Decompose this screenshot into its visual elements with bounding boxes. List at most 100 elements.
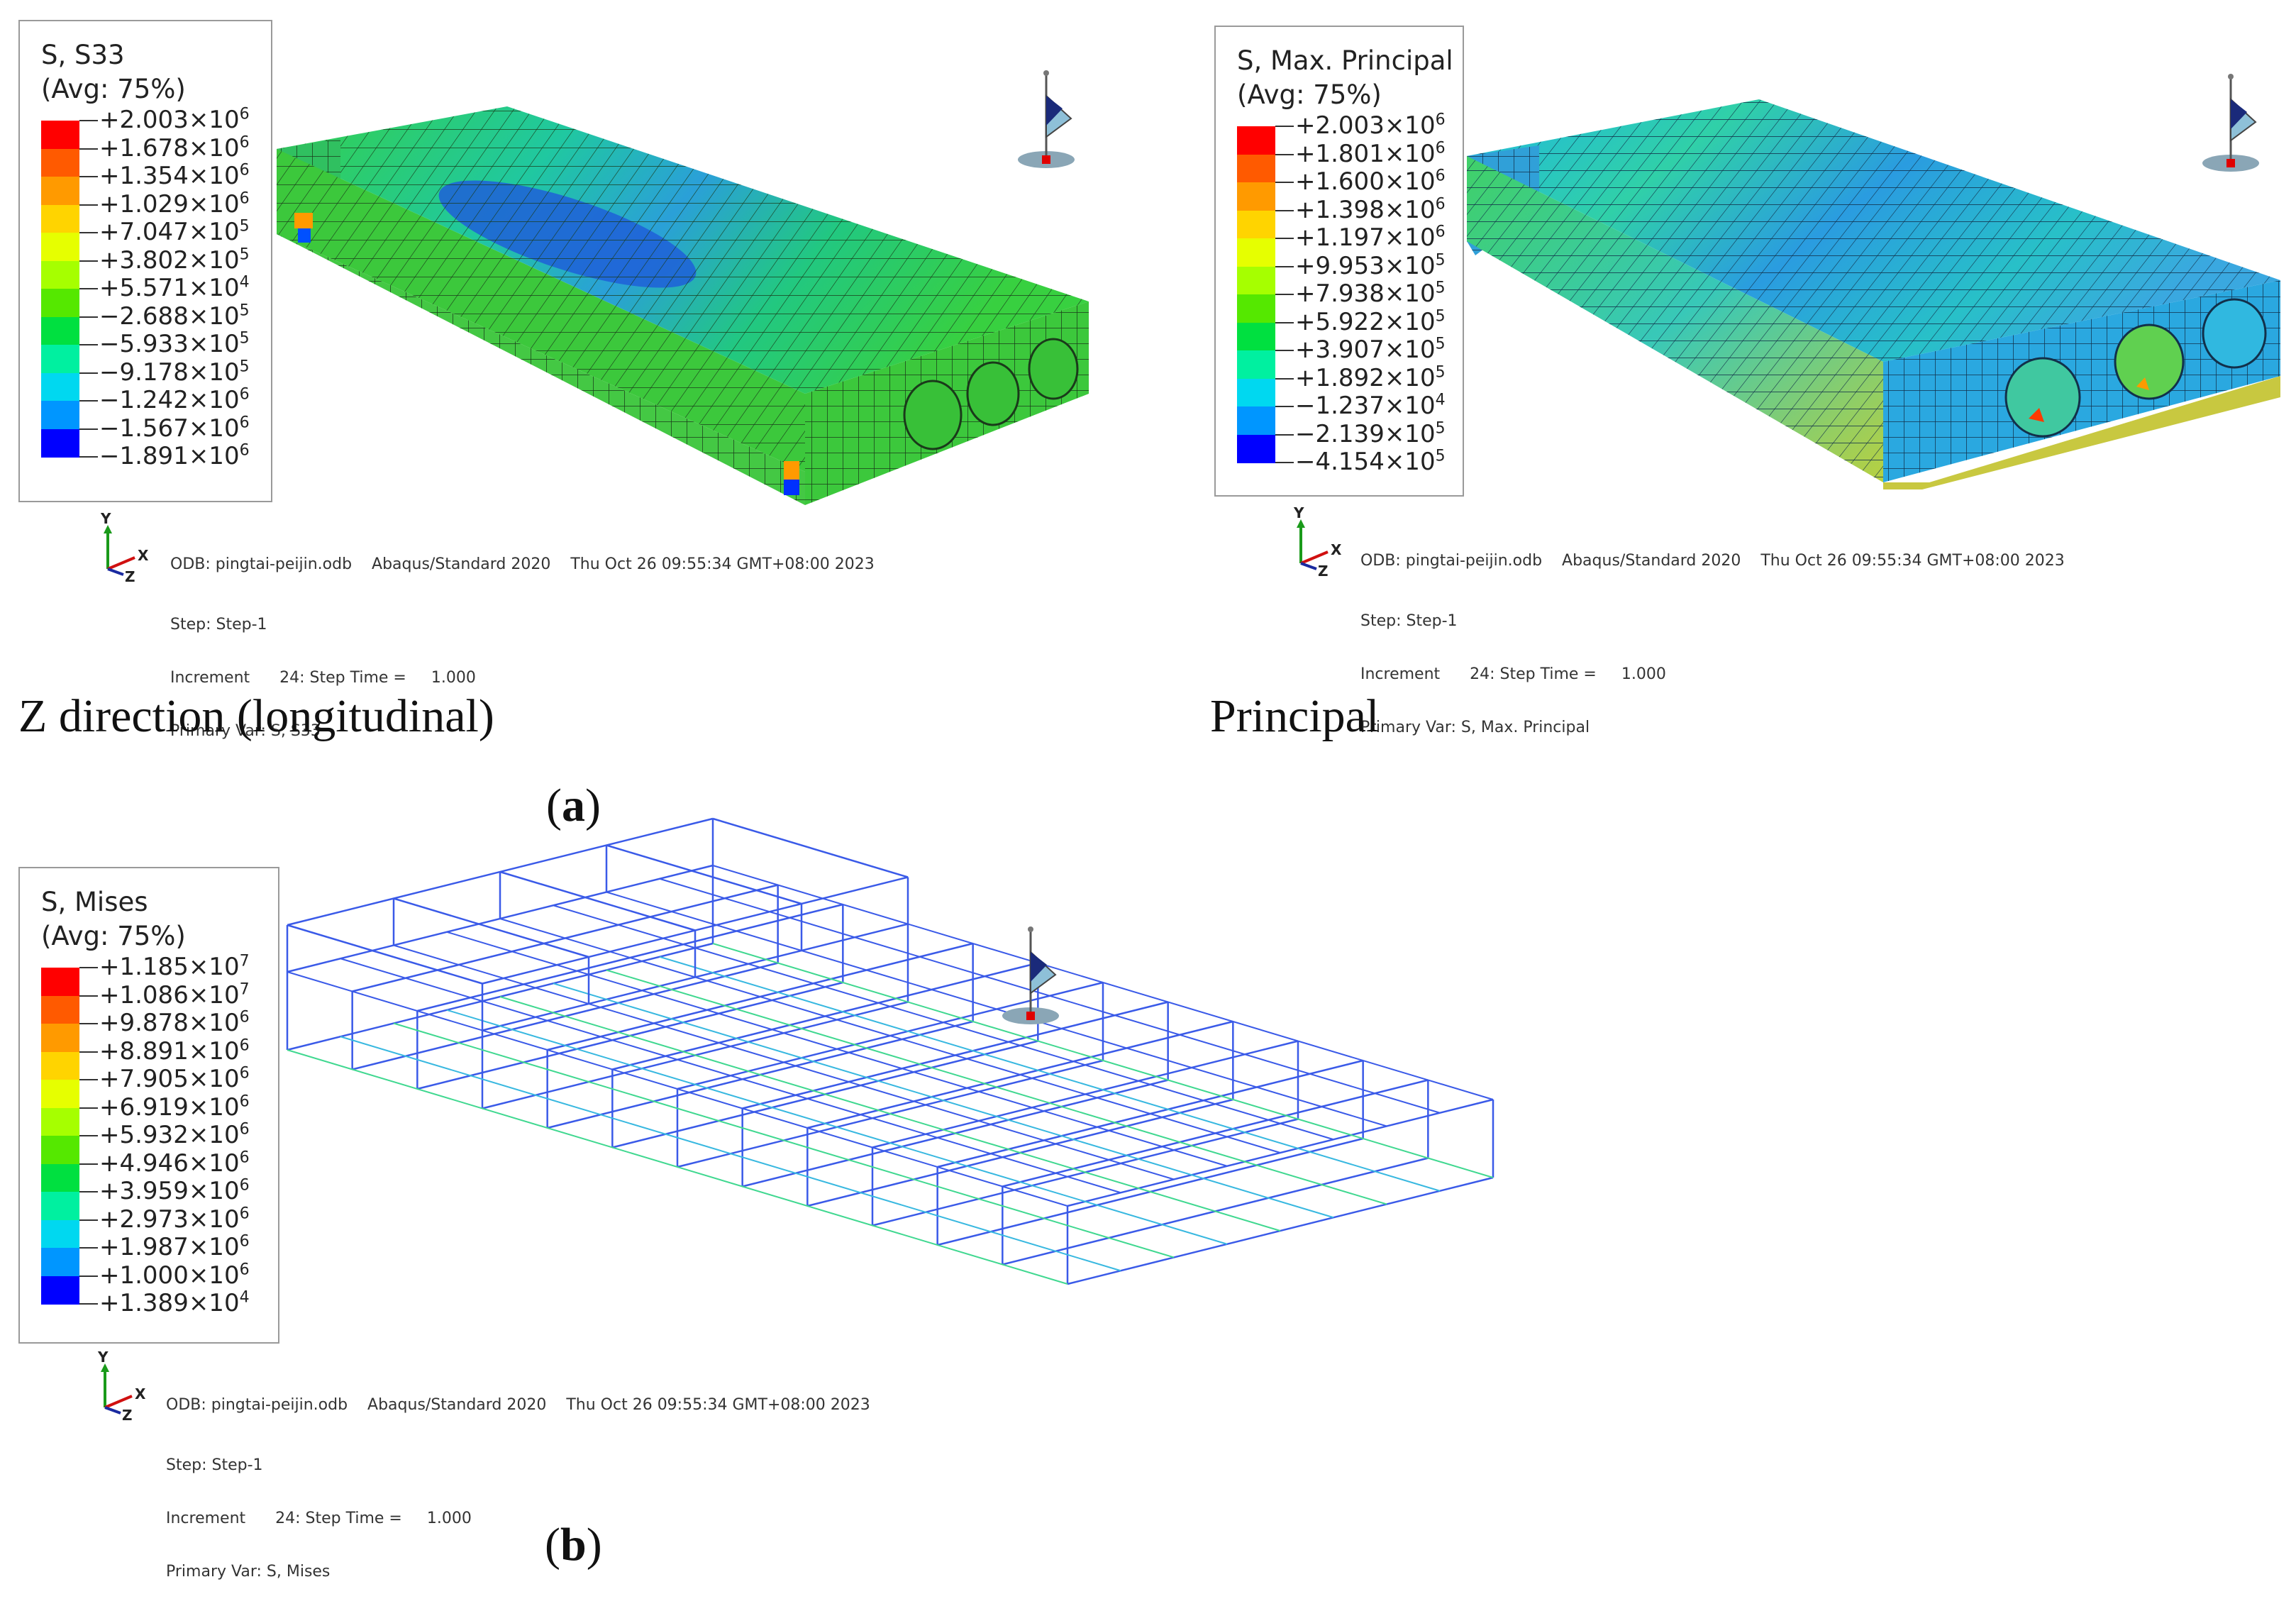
legend-value: −5.933×105	[99, 329, 250, 358]
legend-value: +1.029×106	[99, 189, 250, 218]
info-primary-var-line: Primary Var: S, S33	[170, 722, 321, 740]
colorbar-swatch	[41, 1051, 79, 1080]
legend-tick	[79, 288, 98, 289]
legend-value: +7.905×106	[99, 1064, 250, 1093]
info-primary-var-line: Primary Var: S, Mises	[166, 1563, 331, 1581]
legend-value: −1.567×106	[99, 414, 250, 443]
legend-value: +1.354×106	[99, 161, 250, 190]
legend-value: +1.398×106	[1295, 195, 1446, 224]
colorbar-swatch	[1237, 266, 1275, 295]
legend-tick	[79, 1023, 98, 1024]
colorbar	[41, 121, 79, 458]
legend-value: +5.932×106	[99, 1120, 250, 1149]
legend-value: −4.154×105	[1295, 447, 1446, 476]
legend-tick	[1275, 406, 1294, 407]
legend-tick	[1275, 462, 1294, 463]
legend-value: +3.959×106	[99, 1176, 250, 1205]
legend-tick	[79, 1275, 98, 1277]
colorbar-swatch	[41, 289, 79, 318]
colorbar-swatch	[1237, 126, 1275, 155]
legend-tick	[1275, 182, 1294, 183]
legend-tick	[79, 1247, 98, 1249]
legend-title: S, S33	[41, 40, 125, 70]
legend-value: +2.003×106	[1295, 111, 1446, 140]
colorbar-swatch	[1237, 210, 1275, 239]
colorbar-swatch	[41, 401, 79, 430]
svg-text:X: X	[135, 1385, 146, 1402]
info-increment-line: Increment 24: Step Time = 1.000	[1360, 665, 1666, 683]
caption-s33: Z direction (longitudinal)	[18, 690, 494, 742]
legend-value: +1.185×107	[99, 952, 250, 981]
colorbar-swatch	[41, 968, 79, 997]
legend-tick	[79, 1191, 98, 1192]
legend-value: +4.946×106	[99, 1149, 250, 1178]
info-odb-line: ODB: pingtai-peijin.odb Abaqus/Standard …	[170, 555, 875, 573]
legend-value: +3.907×105	[1295, 335, 1446, 364]
legend-tick	[1275, 350, 1294, 351]
colorbar-swatch	[1237, 350, 1275, 380]
legend-value: −2.139×105	[1295, 419, 1446, 448]
legend-value: +5.571×104	[99, 273, 250, 302]
colorbar-swatch	[41, 1024, 79, 1053]
colorbar-swatch	[41, 177, 79, 206]
legend-tick	[79, 120, 98, 121]
legend-tick	[79, 204, 98, 206]
colorbar-swatch	[41, 1275, 79, 1305]
colorbar-swatch	[41, 121, 79, 150]
figure-label-a: (a)	[546, 780, 601, 831]
legend-value: +1.000×106	[99, 1261, 250, 1290]
colorbar-swatch	[1237, 154, 1275, 183]
info-step-line: Step: Step-1	[170, 616, 267, 633]
legend-tick	[79, 995, 98, 997]
legend-tick	[79, 1303, 98, 1305]
colorbar-swatch	[41, 1163, 79, 1192]
legend-tick	[79, 1079, 98, 1080]
legend-value: −9.178×105	[99, 358, 250, 387]
view-orientation-icon	[1002, 926, 1059, 1024]
colorbar-swatch	[41, 1192, 79, 1221]
info-increment-line: Increment 24: Step Time = 1.000	[170, 669, 476, 687]
legend-tick	[1275, 238, 1294, 239]
legend-tick	[79, 1107, 98, 1109]
info-increment-line: Increment 24: Step Time = 1.000	[166, 1510, 472, 1527]
legend-value: +9.878×106	[99, 1008, 250, 1037]
view-orientation-icon	[1018, 70, 1075, 168]
svg-text:Y: Y	[97, 1349, 109, 1366]
colorbar-swatch	[41, 204, 79, 233]
svg-text:Y: Y	[100, 510, 111, 527]
colorbar-swatch	[1237, 294, 1275, 323]
legend-value: +1.197×106	[1295, 223, 1446, 252]
legend-tick	[79, 1051, 98, 1053]
legend-tick	[1275, 126, 1294, 127]
legend-value: +1.987×106	[99, 1232, 250, 1261]
colorbar-swatch	[41, 148, 79, 177]
legend-tick	[79, 967, 98, 968]
legend-value: +1.086×107	[99, 980, 250, 1009]
legend-tick	[79, 176, 98, 177]
legend-value: +7.938×105	[1295, 279, 1446, 308]
axis-triad-icon: Y X Z	[100, 510, 149, 585]
legend-tick	[79, 260, 98, 262]
legend-value: +1.801×106	[1295, 139, 1446, 168]
legend-tick	[1275, 433, 1294, 436]
info-block-s33: ODB: pingtai-peijin.odb Abaqus/Standard …	[170, 520, 875, 775]
svg-text:Y: Y	[1293, 504, 1304, 521]
legend-tick	[1275, 377, 1294, 380]
info-step-line: Step: Step-1	[166, 1456, 263, 1474]
legend-tick	[1275, 153, 1294, 155]
legend-value: −1.891×106	[99, 441, 250, 470]
legend-value: +3.802×105	[99, 245, 250, 275]
view-orientation-icon	[2202, 74, 2259, 172]
legend-value: −2.688×105	[99, 301, 250, 331]
colorbar-swatch	[41, 1080, 79, 1109]
legend-title: S, Max. Principal	[1237, 45, 1453, 76]
legend-tick	[1275, 294, 1294, 295]
svg-text:Z: Z	[1318, 563, 1329, 580]
colorbar-swatch	[41, 995, 79, 1024]
colorbar-swatch	[41, 372, 79, 402]
colorbar-swatch	[41, 260, 79, 289]
legend-value: −1.237×104	[1295, 391, 1446, 420]
legend-tick	[79, 372, 98, 374]
